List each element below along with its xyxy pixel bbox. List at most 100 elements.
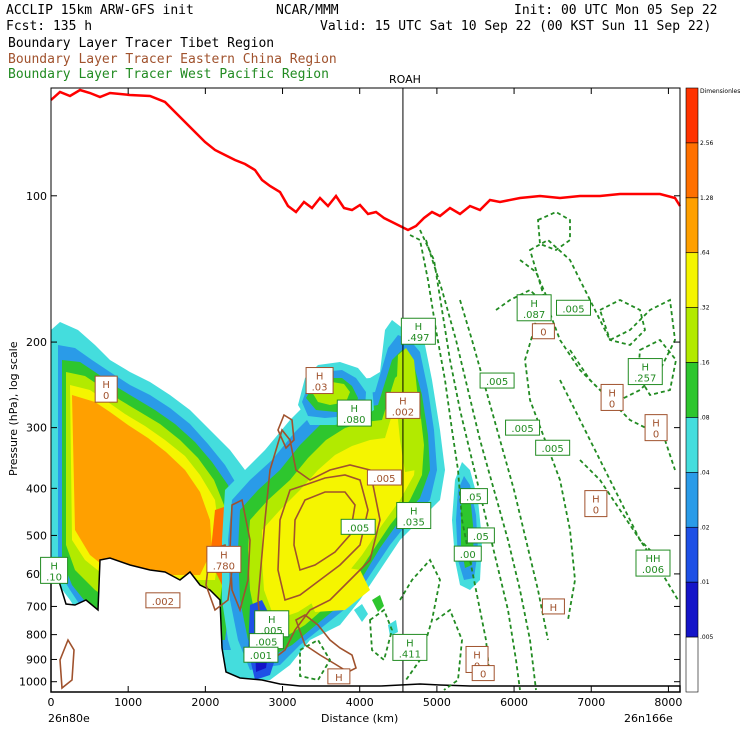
value-label-text: 0	[593, 506, 599, 517]
x-tick-label: 1000	[114, 696, 142, 709]
value-label: .005	[535, 439, 571, 456]
value-label: H0	[94, 375, 118, 403]
value-label: H.780	[206, 545, 242, 573]
plot-frame	[50, 87, 681, 693]
value-label-box	[305, 367, 334, 395]
value-label-text: H	[220, 550, 228, 561]
value-label-text: .002	[152, 597, 174, 608]
value-label-box	[471, 665, 495, 682]
header-valid: Valid: 15 UTC Sat 10 Sep 22 (00 KST Sun …	[320, 19, 711, 34]
colorbar-level-label: .32	[700, 305, 710, 312]
value-label-text: .411	[399, 649, 421, 660]
colorbar-level-label: .04	[700, 469, 710, 476]
value-label-text: 0	[653, 430, 659, 441]
value-label: .005	[340, 518, 376, 535]
value-label: 0	[531, 323, 555, 340]
value-label-box	[340, 518, 376, 535]
value-label-text: .006	[642, 565, 664, 576]
value-label-box	[366, 469, 402, 486]
value-label: H.035	[396, 502, 432, 530]
value-label: H.03	[305, 367, 334, 395]
value-label-box	[392, 633, 428, 661]
y-tick-label: 400	[26, 482, 47, 495]
value-label: 0	[471, 665, 495, 682]
x-start-label: 26n80e	[48, 712, 90, 725]
value-label-box	[385, 391, 421, 419]
value-label: H.10	[40, 556, 69, 584]
value-label-box	[243, 646, 279, 663]
value-label: H.257	[627, 358, 663, 386]
value-label-text: H	[608, 388, 616, 399]
value-label-text: H	[550, 603, 558, 614]
value-label: H.005	[254, 610, 290, 638]
value-label: .005	[248, 633, 284, 650]
colorbar-level-label: 1.28	[700, 195, 714, 202]
value-label-text: .001	[250, 651, 272, 662]
value-label-box	[94, 375, 118, 403]
west-pacific-contours	[299, 210, 679, 691]
value-label-box	[535, 439, 571, 456]
value-label-box	[327, 668, 351, 685]
colorbar-level-label: .64	[700, 250, 710, 257]
y-axis-title: Pressure (hPa), log scale	[7, 341, 20, 476]
value-label: H.080	[336, 399, 372, 427]
legend-item-tibet: Boundary Layer Tracer Tibet Region	[8, 36, 274, 51]
colorbar-level-label: Dimensionless	[700, 88, 740, 95]
y-tick-label: 900	[26, 653, 47, 666]
value-label-box	[516, 294, 552, 322]
colorbar-level-label: .08	[700, 414, 710, 421]
value-label-text: .10	[46, 572, 62, 583]
value-label-box	[627, 358, 663, 386]
value-label-box	[531, 323, 555, 340]
value-label: H.497	[400, 317, 436, 345]
value-label-text: 0	[540, 328, 546, 339]
x-tick-label: 8000	[654, 696, 682, 709]
value-label: H0	[600, 383, 624, 411]
value-label: .005	[505, 419, 541, 436]
tropopause-line	[50, 88, 682, 232]
value-label-box	[479, 372, 515, 389]
value-label: .05	[466, 527, 495, 544]
colorbar-swatch	[685, 142, 699, 199]
value-label-text: .005	[347, 523, 369, 534]
value-label-box	[466, 527, 495, 544]
value-label-text: .005	[562, 304, 584, 315]
value-label-text: .257	[634, 374, 656, 385]
value-label-text: .005	[261, 626, 283, 637]
value-label-text: H	[50, 561, 58, 572]
value-label-box	[145, 592, 181, 609]
value-label-text: 0	[609, 399, 615, 410]
value-label: H.411	[392, 633, 428, 661]
value-label-box	[400, 317, 436, 345]
x-tick-label: 3000	[269, 696, 297, 709]
x-axis-title: Distance (km)	[321, 712, 398, 725]
value-label-text: .00	[460, 550, 476, 561]
value-label-text: H	[268, 615, 276, 626]
colorbar-swatch	[685, 526, 699, 583]
value-label-text: H	[410, 507, 418, 518]
value-label: .00	[453, 545, 482, 562]
value-label-text: HH	[645, 554, 660, 565]
colorbar-swatch	[685, 472, 699, 528]
value-label: H.087	[516, 294, 552, 322]
colorbar-swatch	[685, 87, 699, 144]
value-label-text: .080	[343, 415, 365, 426]
legend-item-eastern-china: Boundary Layer Tracer Eastern China Regi…	[8, 52, 337, 67]
value-label: H0	[644, 414, 668, 442]
value-label-text: .087	[523, 310, 545, 321]
value-label-box	[584, 490, 608, 518]
colorbar-level-label: .16	[700, 360, 710, 367]
value-label-box	[600, 383, 624, 411]
colorbar-swatch	[685, 197, 699, 254]
value-label-text: H	[406, 638, 414, 649]
value-label-box	[635, 549, 671, 577]
value-label: H.002	[385, 391, 421, 419]
value-label-text: .005	[373, 474, 395, 485]
x-tick-label: 0	[48, 696, 55, 709]
colorbar-level-label: .005	[700, 634, 714, 641]
marker-label: ROAH	[389, 73, 421, 86]
y-tick-label: 300	[26, 422, 47, 435]
value-labels: H0H.10.002H.780H.03H.080H.002H.497.005.0…	[40, 294, 671, 685]
